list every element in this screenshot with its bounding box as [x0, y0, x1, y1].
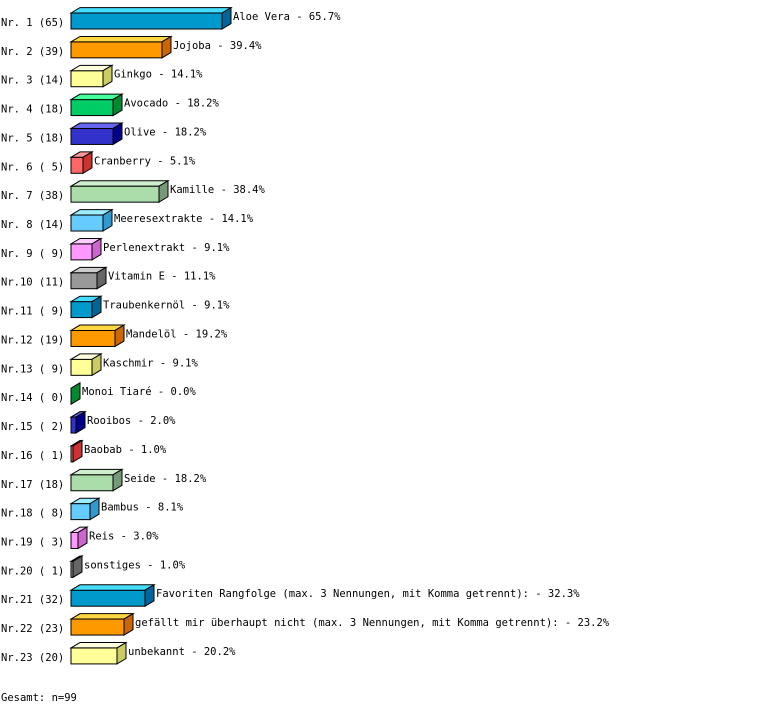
row-label: Nr. 7 (38) — [1, 190, 64, 202]
bar-side — [123, 612, 134, 636]
bar-front — [70, 503, 91, 521]
bar-side — [72, 439, 83, 463]
value-label: Vitamin E - 11.1% — [108, 271, 216, 283]
bar-side — [112, 93, 123, 117]
bar-side — [112, 122, 123, 146]
bar-side — [72, 555, 83, 579]
bar-front — [70, 156, 84, 174]
value-label: Bambus - 8.1% — [101, 502, 184, 514]
value-label: Traubenkernöl - 9.1% — [103, 300, 230, 312]
row-label: Nr.22 (23) — [1, 623, 64, 635]
value-label: Cranberry - 5.1% — [94, 155, 196, 167]
bar-front — [70, 358, 93, 376]
bar-side — [112, 468, 123, 492]
total-label: Gesamt: n=99 — [1, 692, 77, 704]
value-label: Jojoba - 39.4% — [173, 40, 262, 52]
bar-front — [70, 272, 98, 290]
row-label: Nr.19 ( 3) — [1, 536, 64, 548]
value-label: Avocado - 18.2% — [124, 98, 220, 110]
bar-front — [70, 301, 93, 319]
bar-side — [82, 151, 93, 175]
bar-top — [69, 613, 135, 620]
bar-side — [70, 381, 81, 406]
row-label: Nr. 2 (39) — [1, 46, 64, 58]
bar-front — [70, 243, 93, 261]
row-label: Nr. 8 (14) — [1, 219, 64, 231]
bar-side — [161, 35, 172, 59]
row-label: Nr. 4 (18) — [1, 104, 64, 116]
row-label: Nr.23 (20) — [1, 652, 64, 664]
bar-front — [70, 41, 163, 59]
value-label: Meeresextrakte - 14.1% — [114, 213, 254, 225]
bar-side — [221, 6, 232, 30]
bar-side — [116, 641, 127, 665]
row-label: Nr. 9 ( 9) — [1, 248, 64, 260]
value-label: Seide - 18.2% — [124, 473, 207, 485]
bar-top — [69, 7, 233, 14]
bar-side — [91, 353, 102, 377]
bar-side — [102, 64, 113, 88]
bar-front — [70, 474, 114, 492]
bar-side — [102, 208, 113, 232]
value-label: Baobab - 1.0% — [84, 444, 167, 456]
bar-front — [70, 214, 104, 232]
bar-top — [69, 584, 156, 591]
row-label: Nr. 3 (14) — [1, 75, 64, 87]
value-label: Perlenextrakt - 9.1% — [103, 242, 230, 254]
row-label: Nr.17 (18) — [1, 479, 64, 491]
bar-front — [70, 12, 223, 30]
bar-front — [70, 589, 146, 607]
bar-side — [91, 295, 102, 319]
row-label: Nr. 5 (18) — [1, 132, 64, 144]
value-label: Kaschmir - 9.1% — [103, 357, 199, 369]
value-label: unbekannt - 20.2% — [128, 646, 236, 658]
bar-front — [70, 531, 79, 549]
bar-front — [70, 99, 114, 117]
value-label: sonstiges - 1.0% — [84, 559, 186, 571]
bar-side — [91, 237, 102, 261]
bar-side — [144, 583, 155, 608]
row-label: Nr.20 ( 1) — [1, 565, 64, 577]
bar-front — [70, 329, 116, 347]
value-label: Olive - 18.2% — [124, 126, 207, 138]
value-label: Rooibos - 2.0% — [87, 415, 176, 427]
row-label: Nr.21 (32) — [1, 594, 64, 606]
row-label: Nr. 6 ( 5) — [1, 161, 64, 173]
row-label: Nr.12 (19) — [1, 334, 64, 346]
row-label: Nr.18 ( 8) — [1, 508, 64, 520]
bar-side — [77, 526, 88, 550]
bar-front — [70, 647, 118, 665]
bar-front — [70, 185, 160, 203]
value-label: Reis - 3.0% — [89, 530, 159, 542]
row-label: Nr.14 ( 0) — [1, 392, 64, 404]
bar-side — [89, 497, 100, 521]
bar-front — [70, 127, 114, 145]
bar-side — [75, 410, 86, 434]
value-label: Kamille - 38.4% — [170, 184, 266, 196]
value-label: Aloe Vera - 65.7% — [233, 11, 341, 23]
value-label: Mandelöl - 19.2% — [126, 328, 228, 340]
bar-top — [69, 35, 173, 43]
row-label: Nr.13 ( 9) — [1, 363, 64, 375]
bar-side — [96, 266, 107, 290]
row-label: Nr.10 (11) — [1, 277, 64, 289]
row-label: Nr.11 ( 9) — [1, 306, 64, 318]
row-label: Nr.16 ( 1) — [1, 450, 64, 462]
row-label: Nr.15 ( 2) — [1, 421, 64, 433]
value-label: Favoriten Rangfolge (max. 3 Nennungen, m… — [156, 588, 580, 600]
value-label: Monoi Tiaré - 0.0% — [82, 386, 196, 398]
bar-front — [70, 416, 77, 434]
bar-front — [70, 70, 104, 88]
bar-front — [70, 618, 125, 636]
value-label: Ginkgo - 14.1% — [114, 69, 203, 81]
bar-side — [114, 324, 125, 348]
value-label: gefällt mir überhaupt nicht (max. 3 Nenn… — [135, 617, 610, 629]
row-label: Nr. 1 (65) — [1, 17, 64, 29]
bar-top — [69, 180, 170, 187]
bar-side — [158, 179, 169, 204]
